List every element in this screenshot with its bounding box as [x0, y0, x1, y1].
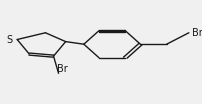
- Text: S: S: [6, 35, 12, 45]
- Text: Br: Br: [192, 28, 202, 38]
- Text: Br: Br: [57, 64, 68, 74]
